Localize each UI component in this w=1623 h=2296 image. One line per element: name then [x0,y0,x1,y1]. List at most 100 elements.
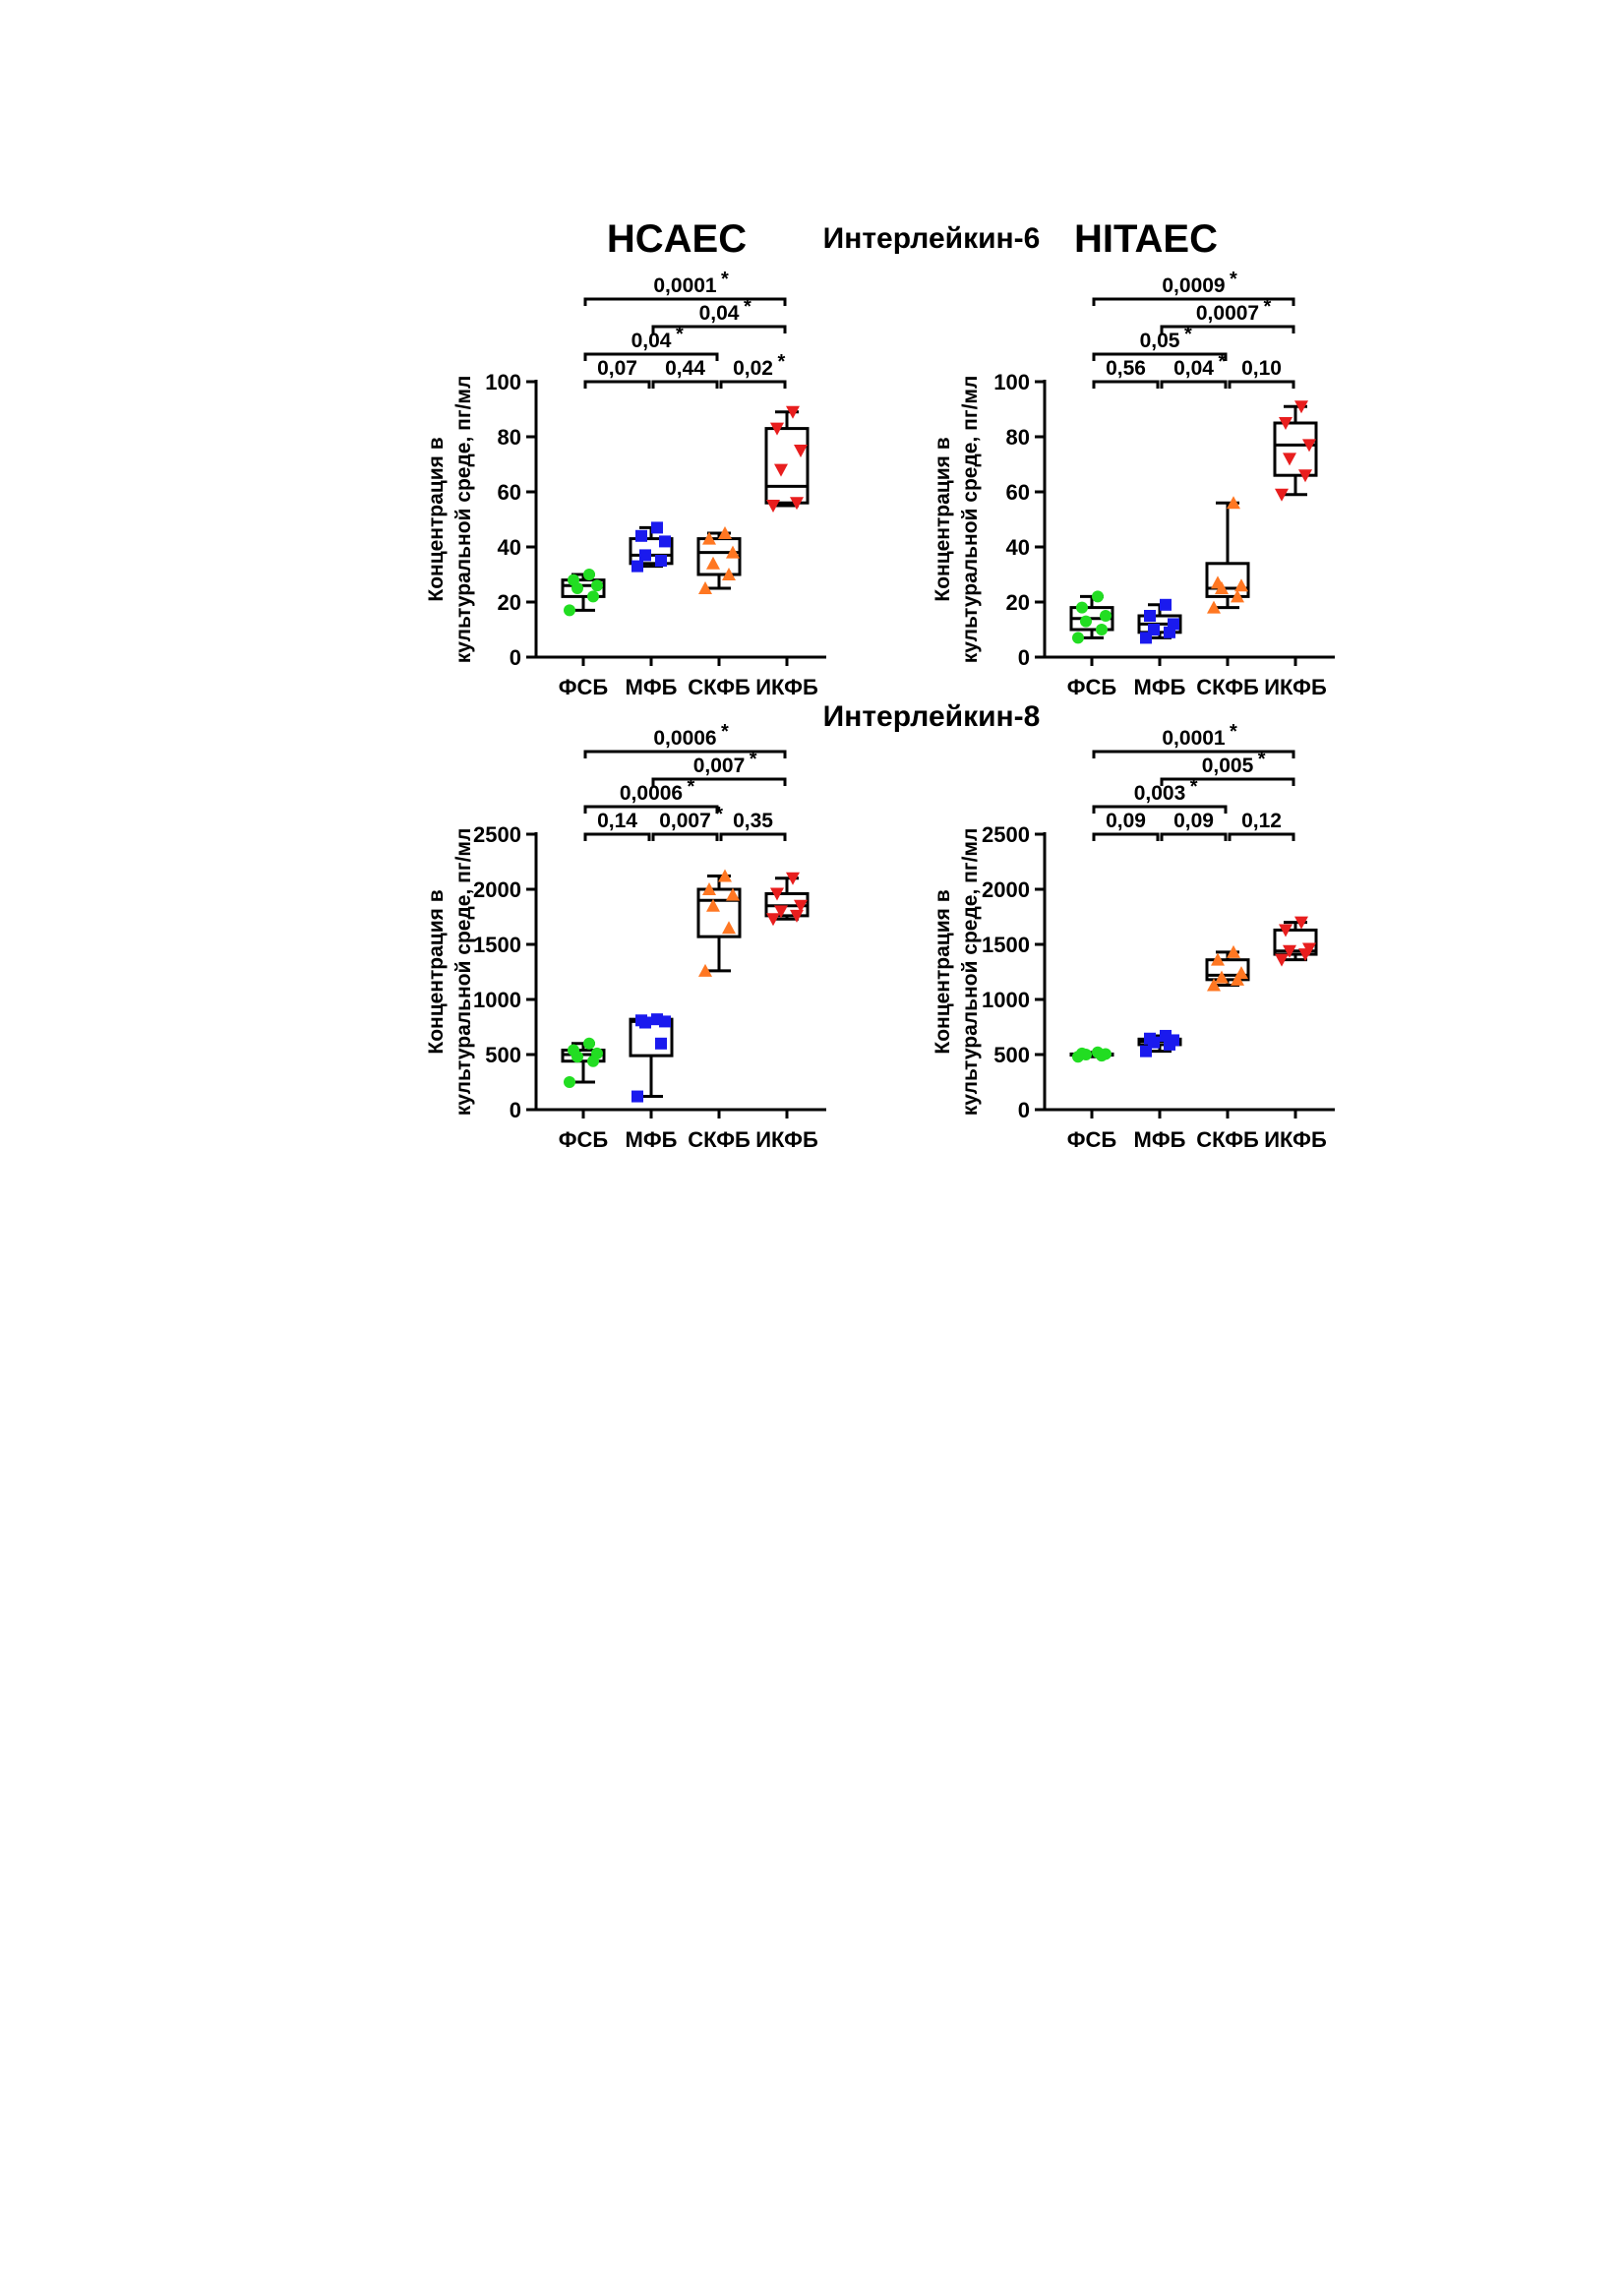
data-point [766,913,780,927]
x-tick-label: ФСБ [559,1127,609,1152]
box-iqr [696,887,742,938]
y-axis-title: Концентрация в культуральной среде, пг/мл [932,828,982,1117]
comparison-bracket [1228,380,1295,389]
data-point [790,909,804,923]
comparison-bracket [583,805,719,814]
data-point [1234,578,1248,592]
significance-star: * [1264,296,1272,318]
comparison-pvalue: 0,09 [1106,810,1146,832]
cell-title-hitaec: HITAEC [1074,217,1218,261]
data-point [1076,1047,1088,1059]
significance-star: * [721,721,729,743]
significance-star: * [715,804,723,825]
significance-star: * [1258,749,1266,770]
data-point [1298,469,1312,483]
x-tick-label: МФБ [626,675,678,699]
data-point [583,569,595,580]
y-tick-label: 1000 [982,988,1030,1012]
x-tick-label: СКФБ [688,1127,751,1152]
data-point [591,579,603,592]
data-point [706,556,720,570]
data-point [655,555,667,567]
data-point [591,1047,603,1059]
x-tick-label: ФСБ [1067,1127,1117,1152]
data-point [1283,453,1296,466]
data-point [564,1076,575,1088]
y-tick-label: 60 [498,480,521,505]
data-point [1231,589,1244,603]
data-point [1302,942,1316,956]
comparison-bracket [719,832,787,841]
data-point [774,905,788,919]
box-iqr [1273,928,1318,956]
comparison-bracket [583,750,787,758]
y-tick-label: 2000 [982,877,1030,902]
data-point [583,1037,595,1050]
data-point [698,963,712,977]
significance-star: * [1219,351,1227,373]
comparison-pvalue: 0,05 [1140,330,1180,352]
y-tick-label: 1500 [982,933,1030,957]
data-point [1092,1046,1104,1058]
box-iqr [561,578,606,598]
comparison-pvalue: 0,44 [665,357,705,380]
comparison-bracket [583,297,787,306]
il6-title: Интерлейкин-6 [823,222,1041,255]
data-point [1227,944,1240,958]
data-point [702,531,716,545]
data-point [1283,944,1296,958]
data-point [1211,575,1225,589]
significance-star: * [721,269,729,290]
y-tick-label: 20 [498,590,521,615]
data-point [774,463,788,477]
y-tick-label: 0 [1018,645,1030,670]
comparison-bracket [1092,805,1228,814]
y-axis-title: Концентрация в культуральной среде, пг/мл [932,376,982,664]
panel-3: Концентрация в культуральной среде, пг/мл… [425,721,826,1152]
comparison-pvalue: 0,005 [1202,755,1254,777]
data-point [1092,590,1104,603]
comparison-pvalue: 0,09 [1173,810,1214,832]
data-point [702,882,716,895]
comparison-bracket [651,325,787,333]
y-tick-label: 2500 [982,822,1030,847]
data-point [790,497,804,511]
comparison-pvalue: 0,0009 [1162,274,1225,297]
data-point [635,529,647,542]
panel-1: Концентрация в культуральной среде, пг/мл… [425,269,826,699]
comparison-pvalue: 0,007 [659,810,711,832]
comparison-bracket [1092,750,1295,758]
x-tick-label: ФСБ [1067,675,1117,699]
comparison-pvalue: 0,04 [631,330,672,352]
comparison-bracket [1228,832,1295,841]
data-point [659,535,671,548]
data-point [1294,916,1308,930]
data-point [635,1014,647,1027]
panel-4: Концентрация в культуральной среде, пг/мл… [932,721,1335,1152]
significance-star: * [744,296,751,318]
y-tick-label: 100 [485,370,521,394]
data-point [1302,439,1316,453]
data-point [631,1090,643,1103]
data-point [568,1044,579,1057]
y-axis-title-line: культуральной среде, пг/мл [452,828,475,1117]
y-tick-label: 500 [993,1043,1030,1067]
data-point [706,898,720,912]
comparison-pvalue: 0,56 [1106,357,1146,380]
data-point [651,1013,663,1026]
significance-star: * [1184,324,1192,345]
comparison-bracket [1092,352,1228,361]
comparison-pvalue: 0,07 [597,357,637,380]
data-point [1215,970,1229,984]
box-iqr [629,537,674,566]
data-point [1168,618,1179,631]
data-point [698,581,712,594]
data-point [1231,972,1244,986]
significance-star: * [1230,721,1237,743]
comparison-pvalue: 0,04 [699,302,740,325]
data-point [786,405,800,419]
x-tick-label: СКФБ [1196,1127,1259,1152]
y-tick-label: 0 [510,1098,521,1122]
y-axis-title-line: Концентрация в [932,889,954,1054]
